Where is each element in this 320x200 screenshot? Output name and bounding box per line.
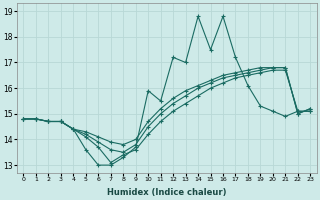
X-axis label: Humidex (Indice chaleur): Humidex (Indice chaleur) <box>107 188 227 197</box>
